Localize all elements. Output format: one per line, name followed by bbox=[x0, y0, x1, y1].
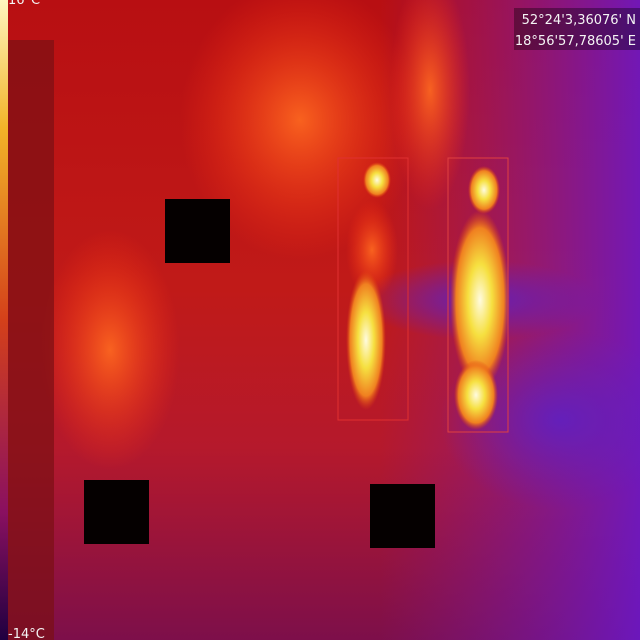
longitude: 18°56'57,78605' E bbox=[515, 34, 636, 49]
person-heat bbox=[468, 166, 500, 214]
detection-box bbox=[337, 157, 409, 421]
color-scale bbox=[0, 0, 8, 640]
latitude: 52°24'3,36076' N bbox=[522, 13, 636, 28]
redaction-square bbox=[165, 199, 230, 263]
scale-min: -14°C bbox=[8, 627, 45, 640]
scale-max: 16°C bbox=[8, 0, 40, 8]
person-heat bbox=[450, 210, 510, 390]
warm-region bbox=[40, 230, 180, 470]
warm-region bbox=[180, 0, 420, 260]
person-heat bbox=[454, 360, 498, 430]
warm-region bbox=[390, 0, 470, 210]
person-heat bbox=[346, 270, 386, 410]
person-heat bbox=[363, 162, 391, 198]
dark-strip bbox=[8, 40, 54, 640]
detection-box bbox=[447, 157, 509, 433]
redaction-square bbox=[370, 484, 435, 548]
redaction-square bbox=[84, 480, 149, 544]
coord-backdrop bbox=[514, 8, 640, 50]
